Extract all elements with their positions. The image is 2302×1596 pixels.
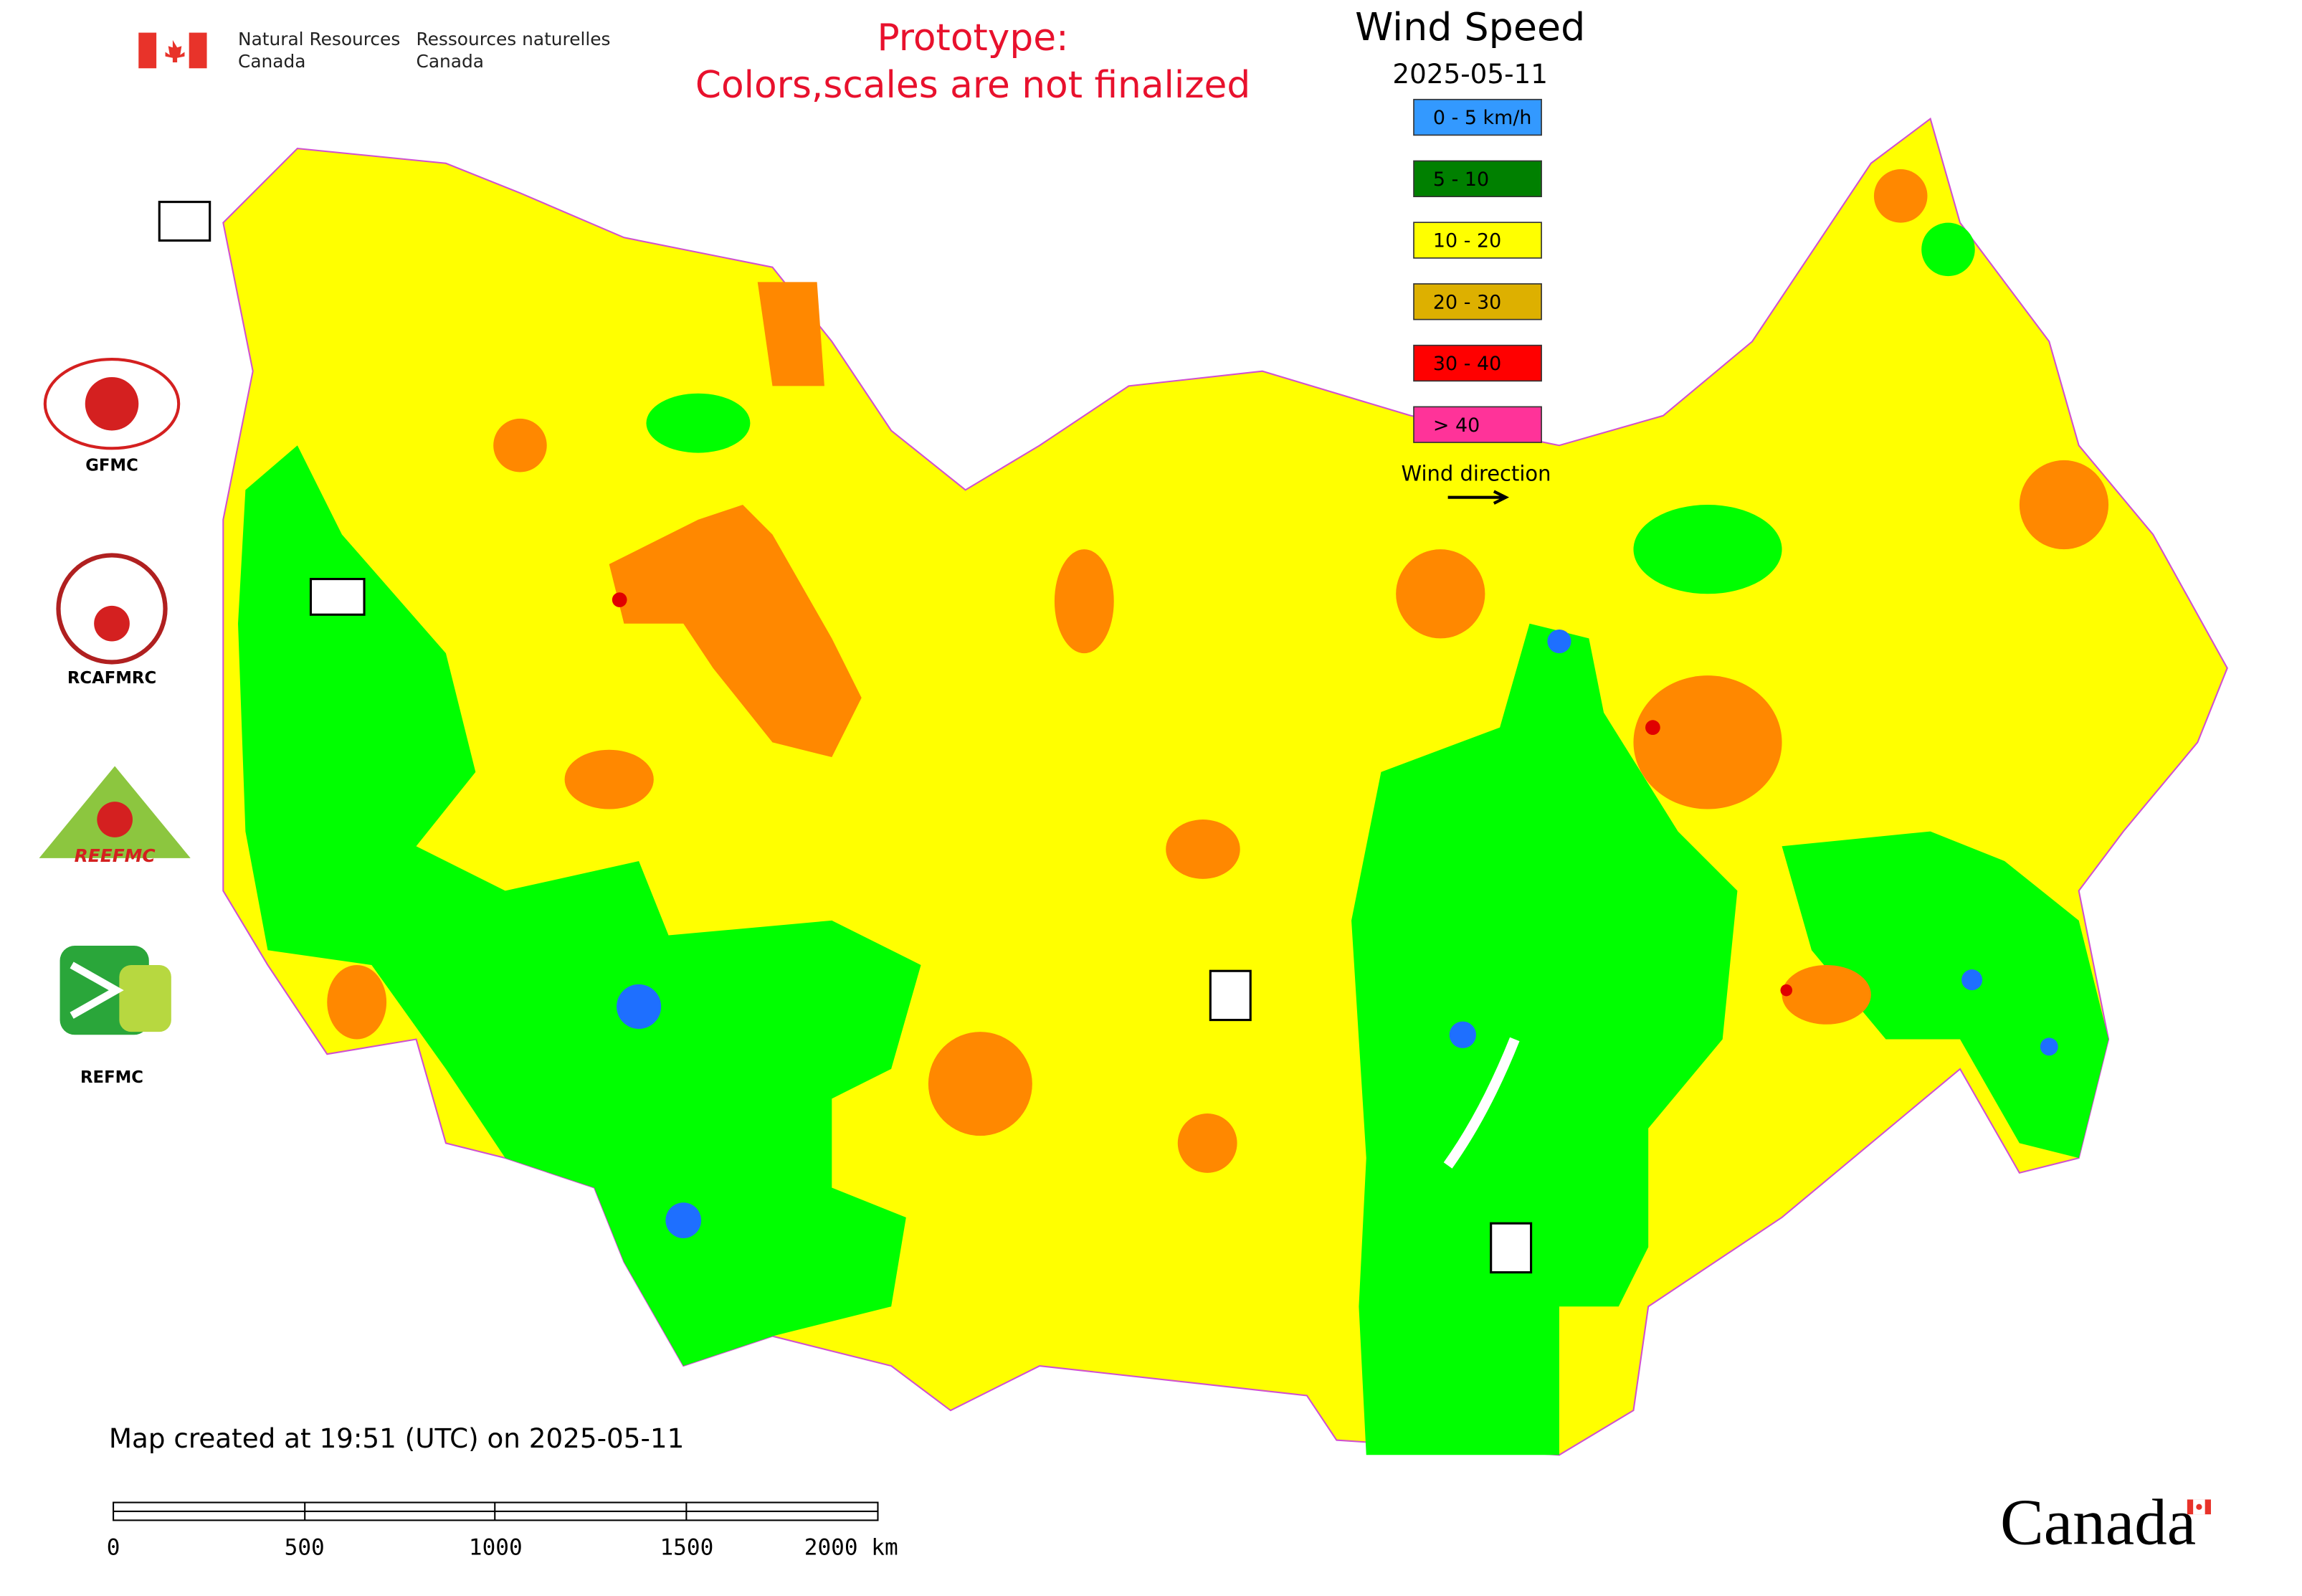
legend-swatch — [1413, 344, 1542, 382]
scale-labels: 0 500 1000 1500 2000 km — [107, 1535, 898, 1561]
map-created: Map created at 19:51 (UTC) on 2025-05-11 — [109, 1422, 684, 1454]
canada-wordmark: Canada — [2000, 1486, 2196, 1559]
legend-title: Wind Speed — [1355, 4, 1585, 49]
scale-label: 2000 km — [804, 1535, 898, 1561]
legend-date: 2025-05-11 — [1392, 58, 1548, 90]
wind-direction-label: Wind direction — [1401, 462, 1551, 486]
canada-flag — [138, 32, 207, 69]
scale-bar — [113, 1501, 879, 1521]
marker-gfmc — [158, 201, 211, 242]
logo-label: RCAFMRC — [67, 669, 156, 688]
legend-swatch — [1413, 406, 1542, 443]
org-fr: Canada — [417, 51, 484, 72]
logo-refmc — [60, 946, 171, 1035]
logo-label: REFMC — [80, 1068, 143, 1087]
legend-swatch — [1413, 160, 1542, 197]
scale-label: 1500 — [660, 1535, 713, 1561]
logo-label: GFMC — [85, 457, 138, 475]
legend-label: 10 - 20 — [1433, 230, 1501, 252]
legend-label: 20 - 30 — [1433, 291, 1501, 313]
legend: 0 - 5 km/h 5 - 10 10 - 20 20 - 30 30 - 40 > 4… — [1413, 98, 1542, 443]
logo-gfmc — [43, 358, 181, 450]
map — [222, 117, 2228, 1456]
marker-rcafmrc — [1490, 1222, 1533, 1274]
prototype-notice: Colors,scales are not finalized — [695, 64, 1250, 107]
org-en: Natural Resources — [238, 29, 400, 49]
legend-swatch — [1413, 283, 1542, 320]
legend-label: 0 - 5 km/h — [1433, 107, 1532, 129]
logo-rcafmrc — [56, 553, 168, 665]
org-fr: Ressources naturelles — [417, 29, 611, 49]
legend-swatch — [1413, 98, 1542, 136]
marker-reefmc — [309, 578, 366, 616]
org-en: Canada — [238, 51, 305, 72]
prototype-notice: Prototype: — [877, 16, 1068, 60]
scale-label: 500 — [285, 1535, 325, 1561]
logo-reefmc — [39, 766, 191, 858]
logo-label: REEFMC — [75, 845, 156, 866]
legend-label: > 40 — [1433, 414, 1480, 437]
legend-label: 5 - 10 — [1433, 168, 1489, 191]
legend-label: 30 - 40 — [1433, 353, 1501, 375]
scale-label: 1000 — [469, 1535, 523, 1561]
wind-arrow — [1447, 490, 1510, 505]
scale-label: 0 — [107, 1535, 120, 1561]
legend-swatch — [1413, 222, 1542, 259]
marker-refmc — [1209, 969, 1252, 1022]
wordmark-flag — [2187, 1499, 2211, 1515]
